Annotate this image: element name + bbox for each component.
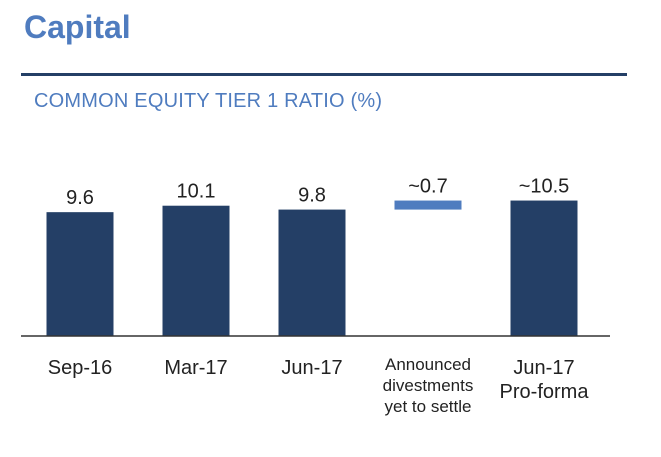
data-label-2: 9.8 — [298, 185, 326, 207]
category-label-2: Jun-17 — [281, 357, 342, 379]
category-label-group: Sep-16 Mar-17 Jun-17 Announced divestments ye… — [48, 355, 590, 416]
bar-4 — [510, 200, 578, 336]
data-label-0: 9.6 — [66, 187, 94, 209]
category-label-1: Mar-17 — [164, 357, 227, 379]
bar-0 — [46, 212, 114, 336]
bar-2 — [278, 209, 346, 336]
bar-1 — [162, 205, 230, 336]
data-label-1: 10.1 — [177, 181, 216, 203]
title-divider — [21, 73, 627, 76]
category-label-0: Sep-16 — [48, 357, 113, 379]
page-title: Capital — [24, 9, 131, 45]
data-label-4: ~10.5 — [519, 176, 570, 198]
data-label-3: ~0.7 — [408, 176, 447, 198]
category-label-4: Jun-17 Pro-forma — [500, 357, 590, 403]
chart-title: COMMON EQUITY TIER 1 RATIO (%) — [34, 90, 383, 112]
value-label-group: 9.6 10.1 9.8 ~0.7 ~10.5 — [66, 176, 569, 210]
bar-group — [46, 200, 578, 336]
bar-3 — [394, 200, 462, 210]
category-label-3: Announced divestments yet to settle — [383, 355, 474, 416]
